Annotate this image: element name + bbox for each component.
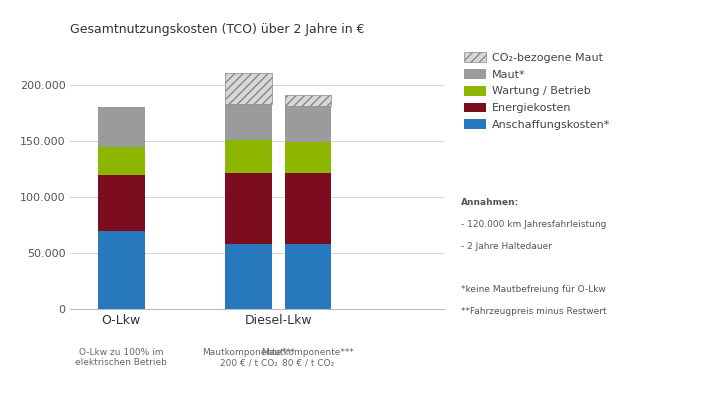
Bar (225, 140, 272, 173)
Bar (225, 173, 272, 244)
Bar (98, 175, 144, 230)
Text: Gesamtnutzungskosten (TCO) über 2 Jahre in €: Gesamtnutzungskosten (TCO) über 2 Jahre … (70, 23, 365, 36)
Bar (225, 244, 272, 309)
Text: O-Lkw zu 100% im
elektrischen Betrieb: O-Lkw zu 100% im elektrischen Betrieb (75, 348, 168, 367)
Text: Mautkomponente***
80 € / t CO₂: Mautkomponente*** 80 € / t CO₂ (261, 348, 354, 367)
Bar (225, 104, 272, 140)
Text: - 2 Jahre Haltedauer: - 2 Jahre Haltedauer (461, 242, 552, 251)
Text: - 120.000 km Jahresfahrleistung: - 120.000 km Jahresfahrleistung (461, 220, 606, 229)
Bar (98, 107, 144, 147)
Bar (284, 173, 331, 244)
Text: Mautkomponente***
200 € / t CO₂: Mautkomponente*** 200 € / t CO₂ (202, 348, 295, 367)
Bar (284, 95, 331, 106)
Bar (225, 73, 272, 104)
Bar (284, 142, 331, 173)
Legend: CO₂-bezogene Maut, Maut*, Wartung / Betrieb, Energiekosten, Anschaffungskosten*: CO₂-bezogene Maut, Maut*, Wartung / Betr… (464, 52, 610, 130)
Bar (284, 106, 331, 142)
Text: Annahmen:: Annahmen: (461, 198, 520, 207)
Bar (284, 244, 331, 309)
Text: *keine Mautbefreiung für O-Lkw: *keine Mautbefreiung für O-Lkw (461, 285, 606, 294)
Bar (98, 230, 144, 309)
Text: **Fahrzeugpreis minus Restwert: **Fahrzeugpreis minus Restwert (461, 307, 607, 316)
Bar (98, 147, 144, 175)
